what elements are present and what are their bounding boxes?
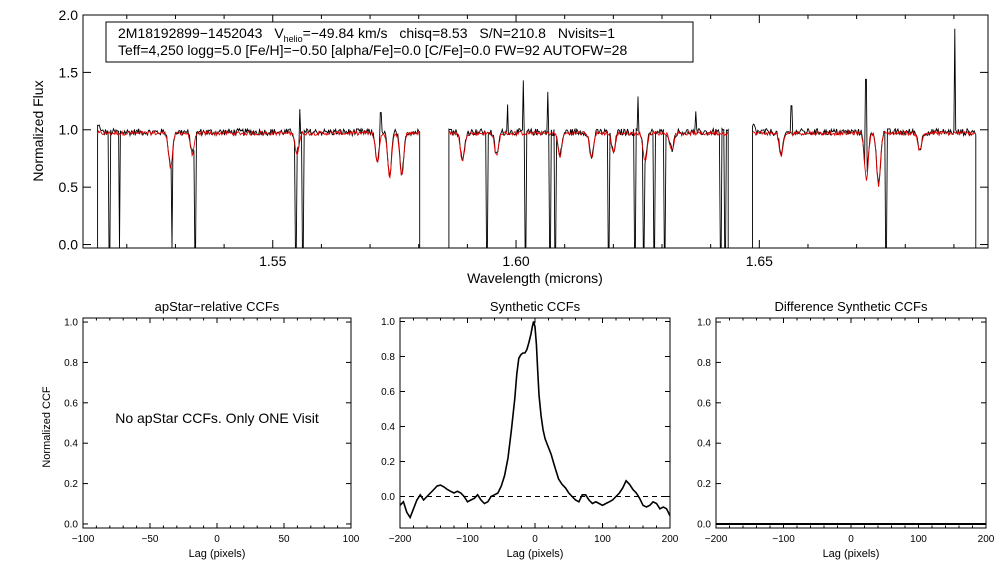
x-tick-label: 50 — [278, 534, 290, 545]
y-tick-label: 0.0 — [64, 519, 78, 530]
y-tick-label: 0.2 — [64, 479, 78, 490]
x-tick-label: 0 — [532, 534, 538, 545]
spectrum-plot-frame — [82, 14, 989, 249]
model-spectrum — [97, 129, 977, 187]
x-tick-label: 1.60 — [502, 253, 529, 269]
y-tick-label: 0.5 — [59, 179, 79, 195]
model-segment-red — [752, 129, 977, 187]
y-tick-label: 0.6 — [381, 387, 395, 398]
y-tick-label: 0.2 — [381, 457, 395, 468]
spectrum-y-axis: 0.0 0.5 1.0 1.5 2.0 — [59, 7, 988, 252]
spectrum-y-label: Normalized Flux — [30, 80, 46, 181]
y-tick-label: 0.8 — [64, 358, 78, 369]
synthetic-ccf-y-axis: 0.0 0.2 0.4 0.6 0.8 1.0 — [381, 317, 670, 503]
apstar-ccf-x-axis: −100 −50 0 50 100 — [72, 318, 360, 545]
model-segment-green — [448, 129, 729, 162]
difference-ccf-y-axis: 0.0 0.2 0.4 0.6 0.8 1.0 — [697, 318, 986, 530]
star-id: 2M18192899−1452043 — [118, 25, 263, 41]
observed-segment-red — [752, 28, 977, 248]
y-tick-label: 1.0 — [64, 318, 78, 329]
y-tick-label: 0.6 — [697, 398, 711, 409]
difference-ccf-x-label: Lag (pixels) — [823, 548, 880, 560]
x-tick-label: 100 — [910, 534, 927, 545]
y-tick-label: 0.8 — [697, 358, 711, 369]
x-tick-label: 0 — [214, 534, 220, 545]
x-tick-label: −100 — [456, 534, 479, 545]
y-tick-label: 0.4 — [381, 422, 395, 433]
y-tick-label: 0.0 — [59, 236, 79, 252]
y-tick-label: 0.4 — [697, 439, 711, 450]
x-tick-label: −100 — [72, 534, 95, 545]
vhelio-subscript: helio — [284, 34, 303, 44]
synthetic-ccf-x-label: Lag (pixels) — [507, 548, 564, 560]
y-tick-label: 0.0 — [381, 492, 395, 503]
apstar-ccf-title: apStar−relative CCFs — [155, 299, 280, 314]
info-line-1: 2M18192899−1452043 Vhelio=−49.84 km/s ch… — [118, 25, 615, 44]
y-tick-label: 0.0 — [697, 519, 711, 530]
difference-ccf-title: Difference Synthetic CCFs — [775, 299, 928, 314]
apstar-ccf-y-label: Normalized CCF — [41, 386, 53, 468]
y-tick-label: 0.4 — [64, 439, 78, 450]
vhelio-prefix: V — [274, 25, 284, 41]
x-tick-label: −200 — [705, 534, 728, 545]
difference-ccf-frame — [715, 317, 987, 529]
apstar-ccf-y-axis: 0.0 0.2 0.4 0.6 0.8 1.0 — [64, 318, 351, 530]
x-tick-label: −200 — [389, 534, 412, 545]
x-tick-label: 0 — [848, 534, 854, 545]
apstar-ccf-panel: apStar−relative CCFs −100 −50 0 50 100 0.00.… — [41, 299, 360, 560]
x-tick-label: −100 — [772, 534, 795, 545]
apstar-ccf-x-label: Lag (pixels) — [189, 548, 246, 560]
y-tick-label: 0.2 — [697, 479, 711, 490]
x-tick-label: −50 — [142, 534, 159, 545]
no-ccf-message: No apStar CCFs. Only ONE Visit — [115, 410, 319, 426]
x-tick-label: 1.65 — [746, 253, 773, 269]
x-tick-label: 100 — [594, 534, 611, 545]
y-tick-label: 1.0 — [697, 318, 711, 329]
y-tick-label: 1.0 — [59, 122, 79, 138]
synthetic-ccf-curve — [399, 321, 671, 520]
spectrum-x-label: Wavelength (microns) — [467, 270, 603, 286]
synthetic-ccf-panel: Synthetic CCFs −200 −100 0 100 200 0.0 0.2 0.4… — [381, 299, 679, 560]
snr-value: S/N=210.8 — [479, 25, 546, 41]
nvisits-value: Nvisits=1 — [558, 25, 615, 41]
spectrum-x-axis: 1.55 1.60 1.65 — [126, 15, 955, 269]
y-tick-label: 1.5 — [59, 64, 79, 80]
spectrum-info-box: 2M18192899−1452043 Vhelio=−49.84 km/s ch… — [105, 21, 694, 63]
y-tick-label: 0.8 — [381, 352, 395, 363]
stellar-params: Teff=4,250 logg=5.0 [Fe/H]=−0.50 [alpha/… — [118, 42, 627, 58]
observed-segment-green — [448, 80, 729, 248]
model-segment-blue — [97, 129, 421, 179]
x-tick-label: 200 — [978, 534, 995, 545]
difference-ccf-x-axis: −200 −100 0 100 200 — [705, 318, 995, 545]
y-tick-label: 1.0 — [381, 317, 395, 328]
x-tick-label: 100 — [343, 534, 360, 545]
spectrum-panel: 1.55 1.60 1.65 0.0 0.5 1.0 1.5 2.0 Wavelength … — [30, 7, 989, 286]
info-box-frame — [105, 21, 694, 63]
y-tick-label: 2.0 — [59, 7, 79, 23]
x-tick-label: 1.55 — [259, 253, 286, 269]
synthetic-ccf-x-axis: −200 −100 0 100 200 — [389, 318, 679, 545]
synthetic-ccf-title: Synthetic CCFs — [490, 299, 581, 314]
x-tick-label: 200 — [662, 534, 679, 545]
difference-ccf-panel: Difference Synthetic CCFs −200 −100 0 100 20… — [697, 299, 995, 560]
observed-segment-blue — [97, 109, 421, 248]
vhelio-value: =−49.84 km/s — [303, 25, 388, 41]
y-tick-label: 0.6 — [64, 398, 78, 409]
chisq-value: chisq=8.53 — [399, 25, 467, 41]
